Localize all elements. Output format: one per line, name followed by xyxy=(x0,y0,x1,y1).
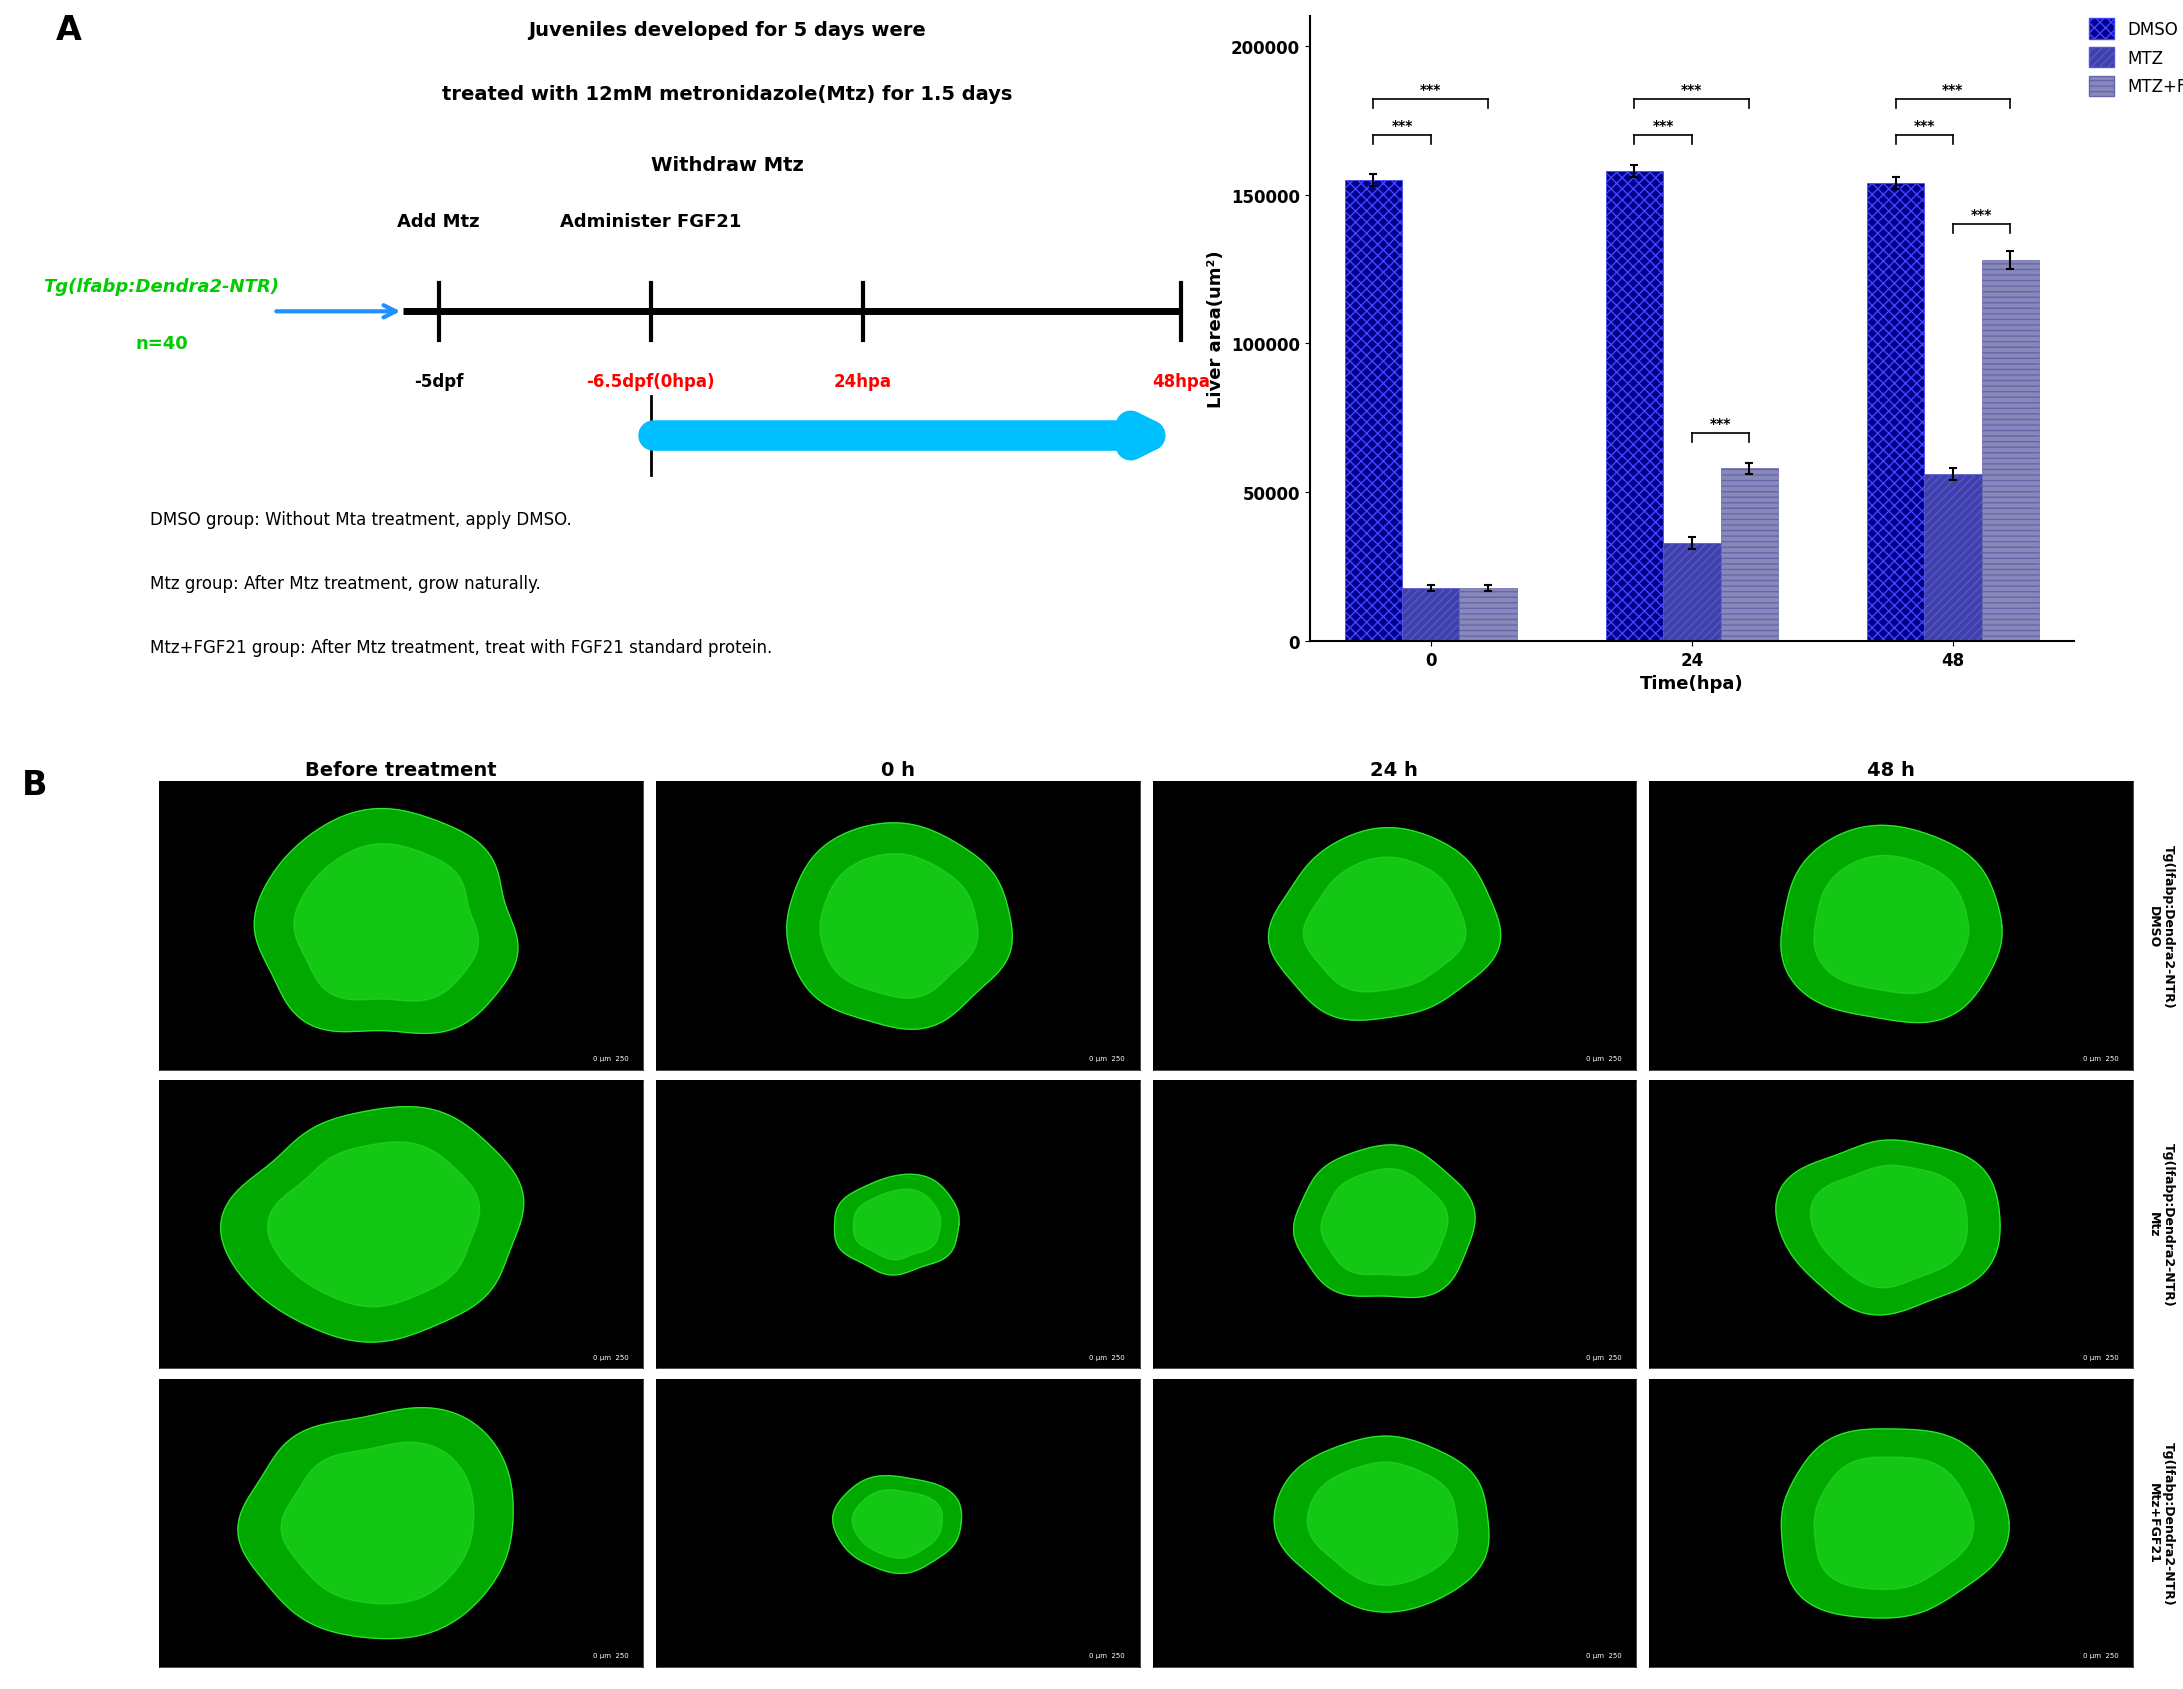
Y-axis label: Tg(lfabp:Dendra2-NTR)
Mtz+FGF21: Tg(lfabp:Dendra2-NTR) Mtz+FGF21 xyxy=(2146,1441,2174,1605)
Text: 48hpa: 48hpa xyxy=(1153,372,1209,390)
Bar xyxy=(1460,588,1517,642)
Bar xyxy=(1923,475,1982,642)
Polygon shape xyxy=(1814,856,1969,993)
Text: 0 μm  250: 0 μm 250 xyxy=(1089,1355,1124,1360)
Polygon shape xyxy=(295,844,478,1002)
Text: Mtz+FGF21 group: After Mtz treatment, treat with FGF21 standard protein.: Mtz+FGF21 group: After Mtz treatment, tr… xyxy=(151,638,773,657)
Polygon shape xyxy=(851,1490,943,1559)
Text: 0 μm  250: 0 μm 250 xyxy=(592,1355,629,1360)
Text: 0 μm  250: 0 μm 250 xyxy=(1089,1652,1124,1659)
Bar xyxy=(1401,588,1460,642)
Polygon shape xyxy=(1268,828,1500,1020)
Bar xyxy=(1866,184,1923,642)
Polygon shape xyxy=(1810,1165,1967,1289)
Polygon shape xyxy=(1781,1429,2008,1618)
Text: DMSO group: Without Mta treatment, apply DMSO.: DMSO group: Without Mta treatment, apply… xyxy=(151,510,572,529)
Y-axis label: Liver area(um²): Liver area(um²) xyxy=(1207,250,1225,409)
Text: 0 μm  250: 0 μm 250 xyxy=(1089,1056,1124,1062)
Polygon shape xyxy=(1775,1140,2000,1316)
Text: Administer FGF21: Administer FGF21 xyxy=(561,213,742,231)
Text: 0 μm  250: 0 μm 250 xyxy=(2083,1652,2118,1659)
Text: 0 μm  250: 0 μm 250 xyxy=(592,1652,629,1659)
Text: 0 μm  250: 0 μm 250 xyxy=(592,1056,629,1062)
Polygon shape xyxy=(238,1409,513,1638)
Text: ***: *** xyxy=(1391,118,1412,133)
Text: Add Mtz: Add Mtz xyxy=(397,213,480,231)
Polygon shape xyxy=(834,1174,958,1275)
Polygon shape xyxy=(220,1106,524,1343)
Text: 0 μm  250: 0 μm 250 xyxy=(1585,1056,1622,1062)
Polygon shape xyxy=(1321,1169,1447,1275)
Text: ***: *** xyxy=(1419,83,1441,98)
Text: treated with 12mM metronidazole(Mtz) for 1.5 days: treated with 12mM metronidazole(Mtz) for… xyxy=(443,84,1013,105)
X-axis label: Time(hpa): Time(hpa) xyxy=(1639,676,1744,692)
Bar xyxy=(1720,470,1777,642)
Text: -5dpf: -5dpf xyxy=(415,372,463,390)
Polygon shape xyxy=(1303,858,1467,993)
Title: 24 h: 24 h xyxy=(1371,760,1419,779)
Polygon shape xyxy=(253,809,517,1034)
Polygon shape xyxy=(1814,1458,1973,1589)
Bar xyxy=(1982,260,2039,642)
Text: 0 μm  250: 0 μm 250 xyxy=(1585,1652,1622,1659)
Text: 0 μm  250: 0 μm 250 xyxy=(2083,1056,2118,1062)
Y-axis label: Tg(lfabp:Dendra2-NTR)
Mtz: Tg(lfabp:Dendra2-NTR) Mtz xyxy=(2146,1143,2174,1306)
Legend: DMSO, MTZ, MTZ+FGF21: DMSO, MTZ, MTZ+FGF21 xyxy=(2083,14,2183,103)
Text: n=40: n=40 xyxy=(135,334,188,353)
Text: 0 μm  250: 0 μm 250 xyxy=(2083,1355,2118,1360)
Polygon shape xyxy=(282,1442,474,1605)
Polygon shape xyxy=(786,823,1013,1030)
Text: Mtz group: After Mtz treatment, grow naturally.: Mtz group: After Mtz treatment, grow nat… xyxy=(151,574,541,593)
Title: Before treatment: Before treatment xyxy=(306,760,498,779)
Text: ***: *** xyxy=(1681,83,1703,98)
Polygon shape xyxy=(1308,1463,1458,1586)
Text: A: A xyxy=(55,14,81,47)
Text: B: B xyxy=(22,768,48,802)
Polygon shape xyxy=(1781,826,2002,1024)
Text: 24hpa: 24hpa xyxy=(834,372,893,390)
Text: ***: *** xyxy=(1943,83,1965,98)
Text: ***: *** xyxy=(1709,417,1731,431)
Title: 48 h: 48 h xyxy=(1866,760,1914,779)
Bar xyxy=(1663,544,1720,642)
Polygon shape xyxy=(1275,1436,1489,1611)
Polygon shape xyxy=(269,1142,480,1307)
Text: Juveniles developed for 5 days were: Juveniles developed for 5 days were xyxy=(528,22,926,41)
Text: Withdraw Mtz: Withdraw Mtz xyxy=(651,155,803,176)
Polygon shape xyxy=(1295,1145,1476,1297)
Text: ***: *** xyxy=(1914,118,1934,133)
Text: ***: *** xyxy=(1971,208,1993,223)
Bar xyxy=(1607,172,1663,642)
Title: 0 h: 0 h xyxy=(880,760,915,779)
Polygon shape xyxy=(832,1476,961,1574)
Text: 0 μm  250: 0 μm 250 xyxy=(1585,1355,1622,1360)
Polygon shape xyxy=(821,855,978,998)
Y-axis label: Tg(lfabp:Dendra2-NTR)
DMSO: Tg(lfabp:Dendra2-NTR) DMSO xyxy=(2146,844,2174,1008)
Bar xyxy=(1345,181,1401,642)
Polygon shape xyxy=(854,1189,941,1260)
Text: ***: *** xyxy=(1653,118,1674,133)
Text: -6.5dpf(0hpa): -6.5dpf(0hpa) xyxy=(587,372,716,390)
Text: Tg(lfabp:Dendra2-NTR): Tg(lfabp:Dendra2-NTR) xyxy=(44,279,279,296)
